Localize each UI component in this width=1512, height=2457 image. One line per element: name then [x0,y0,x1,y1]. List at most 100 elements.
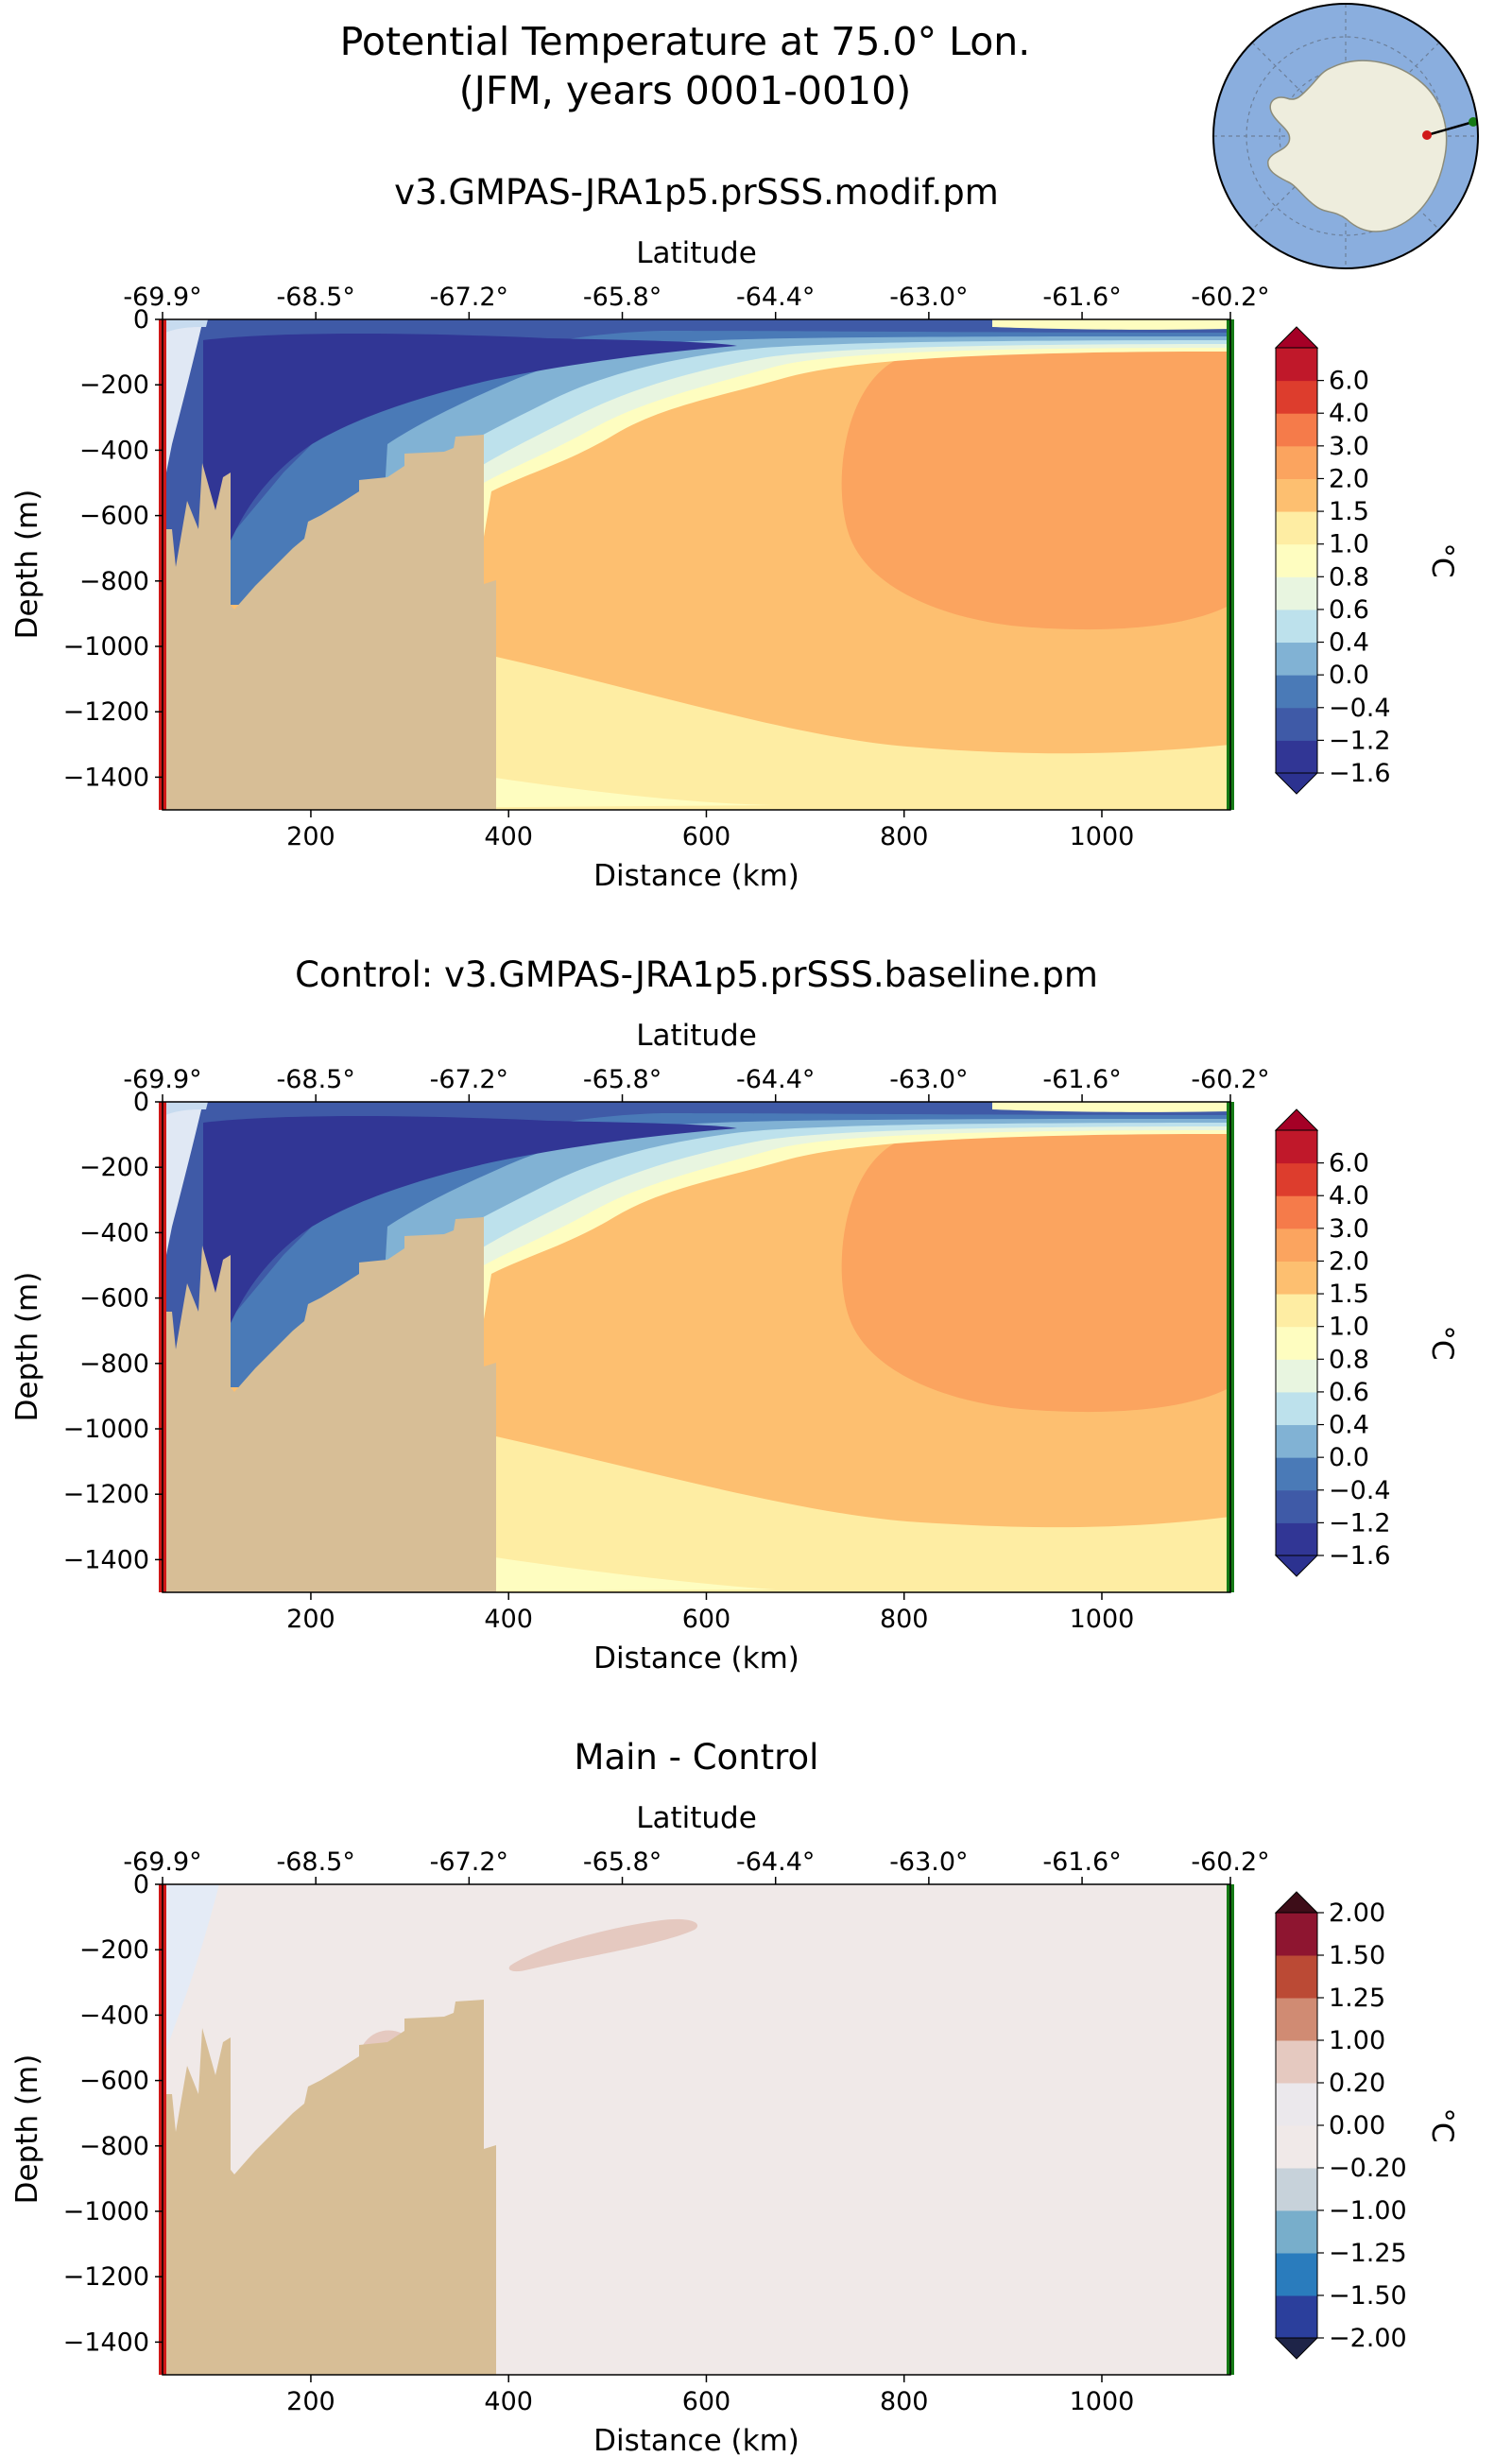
y-tick-label: −800 [79,1349,149,1379]
panel-modif: v3.GMPAS-JRA1p5.prSSS.modif.pm 200 400 600… [10,172,1459,893]
y-tick-label: −200 [79,1935,149,1965]
latitude-tick-label: -60.2° [1191,1847,1269,1877]
colorbar-tick-label: 3.0 [1329,432,1369,461]
colorbar-band [1276,1998,1317,2041]
y-tick-label: −1400 [63,1545,149,1574]
y-tick-label: −400 [79,2001,149,2030]
colorbar-tick-label: −1.6 [1329,1541,1391,1571]
y-tick-label: 0 [133,305,149,335]
colorbar-band [1276,1457,1317,1491]
figure-title-line2: (JFM, years 0001-0010) [459,68,911,113]
latitude-tick-label: -68.5° [276,1065,354,1094]
colorbar: −1.6−1.2−0.40.00.40.60.81.01.52.03.04.06… [1274,326,1459,795]
latitude-tick-label: -67.2° [430,1065,508,1094]
x-tick-label: 400 [484,2387,533,2416]
x-tick-label: 200 [286,822,335,851]
y-tick-label: 0 [133,1088,149,1117]
colorbar-band [1276,707,1317,741]
colorbar-tick-label: 0.20 [1329,2069,1385,2098]
colorbar-label: °C [1425,1325,1459,1360]
colorbar-band [1276,576,1317,610]
panel-title: Control: v3.GMPAS-JRA1p5.prSSS.baseline.… [295,954,1098,995]
colorbar-tick-label: 0.0 [1329,661,1369,690]
colorbar-band [1276,2295,1317,2339]
latitude-tick-label: -61.6° [1042,1847,1121,1877]
x-tick-label: 600 [682,822,731,851]
colorbar-tick-label: 1.00 [1329,2026,1385,2055]
y-tick-label: −1200 [63,1480,149,1509]
latitude-axis: -69.9° -68.5° -67.2° -65.8° -64.4° -63.0° -61.… [123,1847,1270,1884]
latitude-tick-label: -68.5° [276,283,354,312]
colorbar-band [1276,1359,1317,1393]
colorbar-tick-label: −1.2 [1329,726,1391,755]
colorbar-tick-label: 4.0 [1329,399,1369,428]
x-axis: 200 400 600 800 1000 [286,2375,1134,2416]
latitude-tick-label: -69.9° [123,283,201,312]
transect-line [1426,120,1474,137]
x-tick-label: 400 [484,1605,533,1634]
colorbar-tick-label: −1.2 [1329,1508,1391,1538]
colorbar-extend-max [1274,1891,1319,1914]
colorbar-tick-label: 2.0 [1329,464,1369,493]
colorbar-band [1276,675,1317,709]
colorbar-band [1276,609,1317,644]
y-tick-label: −600 [79,502,149,531]
latitude-tick-label: -60.2° [1191,1065,1269,1094]
panel-control: Control: v3.GMPAS-JRA1p5.prSSS.baseline.… [10,954,1459,1675]
colorbar-band [1276,2083,1317,2126]
colorbar-tick-label: 1.0 [1329,1313,1369,1342]
colorbar-tick-label: 1.0 [1329,530,1369,559]
colorbar-band [1276,2040,1317,2084]
y-tick-label: 0 [133,1870,149,1899]
bathymetry-land [163,435,496,810]
colorbar: −1.6−1.2−0.40.00.40.60.81.01.52.03.04.06… [1274,1108,1459,1577]
x-tick-label: 1000 [1070,1605,1135,1634]
latitude-axis-label: Latitude [636,1019,757,1053]
y-tick-label: −1200 [63,697,149,727]
x-tick-label: 200 [286,2387,335,2416]
colorbar-band [1276,2125,1317,2169]
colorbar-band [1276,478,1317,512]
y-tick-label: −600 [79,2067,149,2096]
latitude-tick-label: -63.0° [889,1847,968,1877]
latitude-tick-label: -63.0° [889,283,968,312]
y-axis-label: Depth (m) [10,2054,44,2205]
colorbar-tick-label: 3.0 [1329,1214,1369,1244]
latitude-tick-label: -61.6° [1042,1065,1121,1094]
colorbar-tick-label: 0.6 [1329,1378,1369,1407]
x-axis-label: Distance (km) [593,859,799,893]
y-tick-label: −800 [79,567,149,596]
colorbar-label: °C [1425,2107,1459,2142]
colorbar-tick-label: −1.25 [1329,2239,1407,2268]
latitude-tick-label: -68.5° [276,1847,354,1877]
y-tick-label: −1000 [63,632,149,662]
x-tick-label: 800 [880,822,929,851]
colorbar-tick-label: 0.8 [1329,1345,1369,1374]
bathymetry-land [163,2000,496,2375]
latitude-tick-label: -63.0° [889,1065,968,1094]
y-tick-label: −600 [79,1284,149,1314]
x-axis: 200 400 600 800 1000 [286,1592,1134,1634]
panel-title: v3.GMPAS-JRA1p5.prSSS.modif.pm [394,172,999,213]
colorbar-band [1276,1913,1317,1956]
x-tick-label: 1000 [1070,822,1135,851]
colorbar-band [1276,413,1317,447]
y-tick-label: −800 [79,2132,149,2161]
colorbar-extend-min [1274,772,1319,795]
colorbar-tick-label: 2.0 [1329,1246,1369,1276]
colorbar-tick-label: 0.4 [1329,1411,1369,1440]
latitude-tick-label: -61.6° [1042,283,1121,312]
figure-title-line1: Potential Temperature at 75.0° Lon. [340,19,1031,64]
y-tick-label: −1000 [63,2197,149,2226]
colorbar-extend-min [1274,2337,1319,2360]
x-axis-label: Distance (km) [593,2424,799,2457]
colorbar-tick-label: −1.6 [1329,759,1391,788]
latitude-tick-label: -64.4° [736,283,815,312]
colorbar-band [1276,1195,1317,1229]
x-tick-label: 600 [682,1605,731,1634]
y-axis: 0 −200 −400 −600 −800 −1000 −1200 −1400 [63,1088,163,1574]
colorbar-extend-max [1274,1108,1319,1131]
y-tick-label: −400 [79,436,149,465]
colorbar-band [1276,1391,1317,1426]
